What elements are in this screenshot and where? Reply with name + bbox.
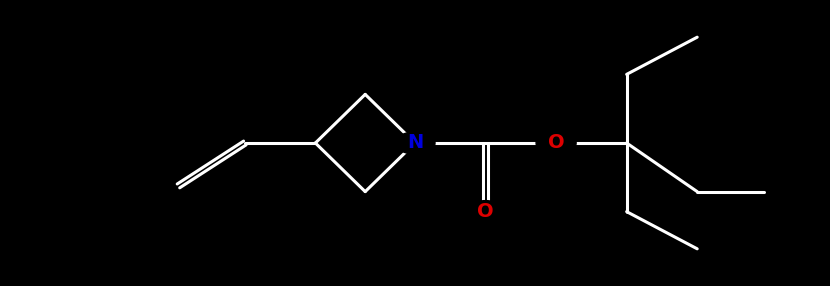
Text: N: N [407,134,423,152]
Ellipse shape [536,132,576,154]
Text: O: O [477,202,494,221]
Text: O: O [548,134,564,152]
Ellipse shape [395,132,435,154]
Ellipse shape [466,201,505,223]
